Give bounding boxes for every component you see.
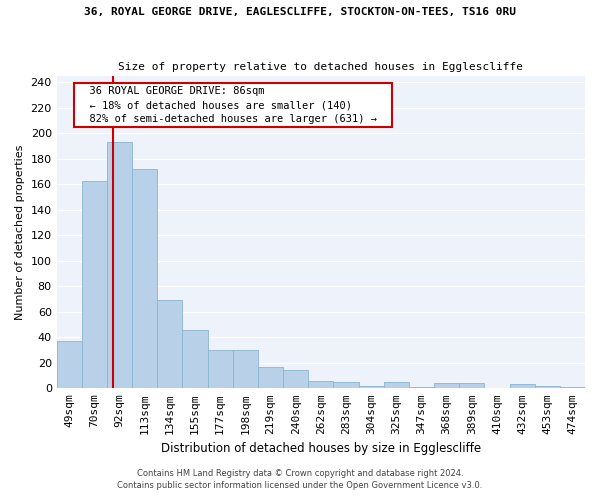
Bar [132,169,157,388]
Bar [308,380,334,388]
Bar [157,300,182,388]
Bar [509,384,535,388]
Bar [82,180,107,388]
Bar [182,330,208,388]
Bar [208,350,233,389]
Bar [334,382,359,388]
Bar [459,383,484,388]
X-axis label: Distribution of detached houses by size in Egglescliffe: Distribution of detached houses by size … [161,442,481,455]
Text: 36 ROYAL GEORGE DRIVE: 86sqm  
  ← 18% of detached houses are smaller (140)  
  : 36 ROYAL GEORGE DRIVE: 86sqm ← 18% of de… [77,86,389,124]
Bar [56,341,82,388]
Bar [434,383,459,388]
Bar [535,386,560,388]
Bar [283,370,308,388]
Bar [409,387,434,388]
Bar [359,386,384,388]
Y-axis label: Number of detached properties: Number of detached properties [15,144,25,320]
Title: Size of property relative to detached houses in Egglescliffe: Size of property relative to detached ho… [118,62,523,72]
Text: Contains HM Land Registry data © Crown copyright and database right 2024.
Contai: Contains HM Land Registry data © Crown c… [118,468,482,490]
Text: 36, ROYAL GEORGE DRIVE, EAGLESCLIFFE, STOCKTON-ON-TEES, TS16 0RU: 36, ROYAL GEORGE DRIVE, EAGLESCLIFFE, ST… [84,8,516,18]
Bar [560,387,585,388]
Bar [258,366,283,388]
Bar [107,142,132,388]
Bar [233,350,258,389]
Bar [384,382,409,388]
